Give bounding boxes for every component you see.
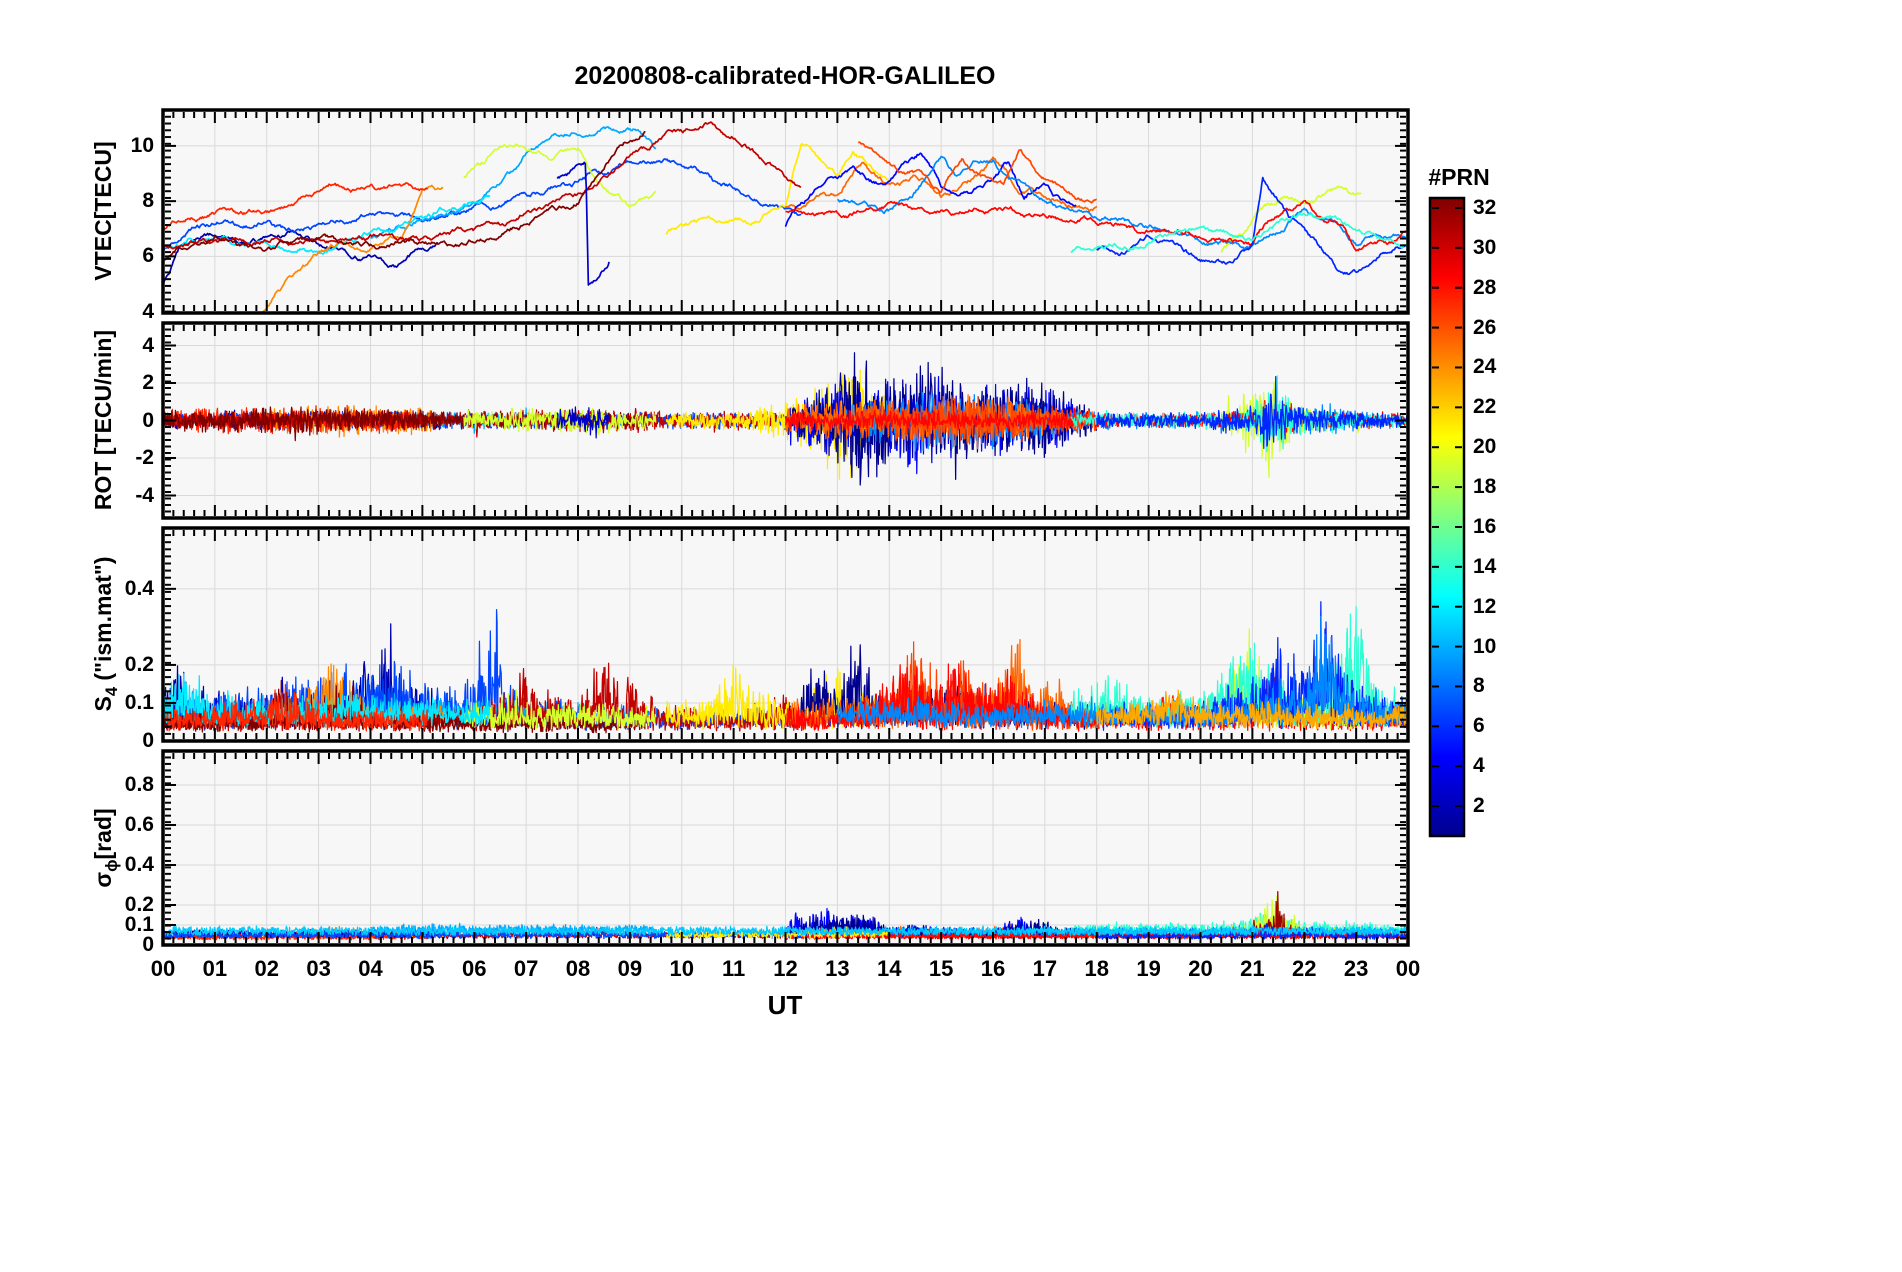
sigma-phi-axis-label-post: [rad] [90,808,117,860]
x-axis-label: UT [767,990,803,1020]
sigma-phi-axis-label: σϕ[rad] [90,808,122,887]
sigma-phi-axis-label-sub: ϕ [101,859,121,872]
colorbar-title: #PRN [1428,164,1490,190]
sigma-phi-axis-label-text: σ [90,871,117,888]
vtec-axis-label-text: VTEC[TECU] [90,141,117,281]
chart-title: 20200808-calibrated-HOR-GALILEO [574,62,996,90]
s4-axis-label-sub: 4 [101,686,121,697]
s4-axis-label: S4 ("ism.mat") [90,557,122,712]
rot-axis-label-text: ROT [TECU/min] [90,329,117,511]
s4-axis-label-post: ("ism.mat") [90,556,117,687]
vtec-axis-label: VTEC[TECU] [90,141,122,280]
s4-axis-label-text: S [90,696,117,712]
rot-axis-label: ROT [TECU/min] [90,330,122,510]
